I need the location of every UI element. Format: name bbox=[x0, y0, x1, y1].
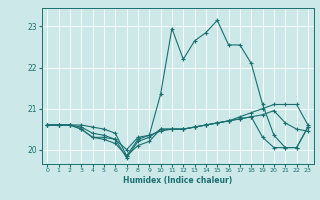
X-axis label: Humidex (Indice chaleur): Humidex (Indice chaleur) bbox=[123, 176, 232, 185]
